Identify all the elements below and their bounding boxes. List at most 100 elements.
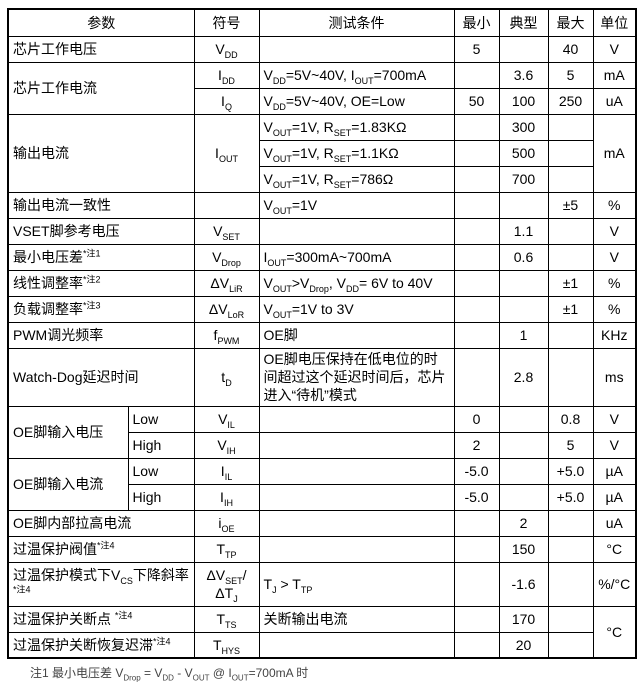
unit-cell: V bbox=[592, 405, 637, 433]
table-row: OE脚输入电压 Low VIL 0 0.8 V bbox=[7, 405, 637, 459]
min-cell: 50 bbox=[453, 87, 500, 115]
table-row: VSET脚参考电压 VSET 1.1 V bbox=[7, 217, 637, 245]
symbol-cell: IIH bbox=[193, 483, 260, 511]
param-cell: OE脚输入电流 bbox=[7, 457, 129, 511]
header-max: 最大 bbox=[547, 8, 594, 37]
symbol-cell: VDrop bbox=[193, 243, 260, 271]
symbol-cell: IOUT bbox=[193, 113, 260, 193]
symbol-cell: IIL bbox=[193, 457, 260, 485]
condition-cell bbox=[258, 535, 455, 563]
typ-cell bbox=[498, 431, 549, 459]
unit-cell: mA bbox=[592, 113, 637, 193]
condition-cell: VOUT=1V, RSET=786Ω bbox=[258, 165, 455, 193]
param-cell: 最小电压差*注1 bbox=[7, 243, 195, 271]
min-cell bbox=[453, 217, 500, 245]
min-cell bbox=[453, 561, 500, 607]
max-cell: 40 bbox=[547, 35, 594, 63]
header-param: 参数 bbox=[7, 8, 195, 37]
footnote-note1: 注1 最小电压差 VDrop = VDD - VOUT @ IOUT=700mA… bbox=[30, 666, 309, 682]
table-row: Watch-Dog延迟时间 tD OE脚电压保持在低电位的时间超过这个延迟时间后… bbox=[7, 347, 637, 407]
symbol-cell: VIL bbox=[193, 405, 260, 433]
typ-cell: 300 bbox=[498, 113, 549, 141]
unit-cell: µA bbox=[592, 457, 637, 485]
max-cell bbox=[547, 535, 594, 563]
unit-cell: µA bbox=[592, 483, 637, 511]
min-cell bbox=[453, 61, 500, 89]
condition-cell: VOUT=1V, RSET=1.1KΩ bbox=[258, 139, 455, 167]
max-cell: +5.0 bbox=[547, 483, 594, 511]
max-cell: 0.8 bbox=[547, 405, 594, 433]
min-cell bbox=[453, 243, 500, 271]
unit-cell: V bbox=[592, 35, 637, 63]
min-cell: 0 bbox=[453, 405, 500, 433]
unit-cell: % bbox=[592, 269, 637, 297]
param-cell: Watch-Dog延迟时间 bbox=[7, 347, 195, 407]
typ-cell: 1.1 bbox=[498, 217, 549, 245]
param-cell: 过温保护关断点 *注4 bbox=[7, 605, 195, 633]
condition-cell: OE脚 bbox=[258, 321, 455, 349]
condition-cell: 关断输出电流 bbox=[258, 605, 455, 633]
param-cell: OE脚内部拉高电流 bbox=[7, 509, 195, 537]
symbol-cell: ΔVLoR bbox=[193, 295, 260, 323]
typ-cell bbox=[498, 295, 549, 323]
param-cell: 芯片工作电压 bbox=[7, 35, 195, 63]
unit-cell: KHz bbox=[592, 321, 637, 349]
typ-cell: 20 bbox=[498, 631, 549, 659]
table-row: 最小电压差*注1 VDrop IOUT=300mA~700mA 0.6 V bbox=[7, 243, 637, 271]
max-cell: 5 bbox=[547, 431, 594, 459]
min-cell bbox=[453, 113, 500, 141]
typ-cell: 3.6 bbox=[498, 61, 549, 89]
min-cell bbox=[453, 269, 500, 297]
condition-cell bbox=[258, 431, 455, 459]
header-symbol: 符号 bbox=[193, 8, 260, 37]
header-unit: 单位 bbox=[592, 8, 637, 37]
condition-cell: VOUT=1V, RSET=1.83KΩ bbox=[258, 113, 455, 141]
condition-cell bbox=[258, 457, 455, 485]
table-row: OE脚输入电流 Low IIL -5.0 +5.0 µA bbox=[7, 457, 637, 511]
min-cell: -5.0 bbox=[453, 457, 500, 485]
symbol-cell: IQ bbox=[193, 87, 260, 115]
max-cell: +5.0 bbox=[547, 457, 594, 485]
symbol-cell: VSET bbox=[193, 217, 260, 245]
param-level-cell: Low bbox=[127, 457, 195, 485]
symbol-cell: TTP bbox=[193, 535, 260, 563]
condition-cell bbox=[258, 405, 455, 433]
symbol-cell: THYS bbox=[193, 631, 260, 659]
table-row: 过温保护关断点 *注4 TTS 关断输出电流 170 °C bbox=[7, 605, 637, 659]
min-cell: -5.0 bbox=[453, 483, 500, 511]
min-cell bbox=[453, 605, 500, 633]
max-cell bbox=[547, 631, 594, 659]
typ-cell bbox=[498, 191, 549, 219]
param-level-cell: Low bbox=[127, 405, 195, 433]
typ-cell: 100 bbox=[498, 87, 549, 115]
typ-cell bbox=[498, 457, 549, 485]
condition-cell bbox=[258, 483, 455, 511]
param-cell: OE脚输入电压 bbox=[7, 405, 129, 459]
param-cell: 线性调整率*注2 bbox=[7, 269, 195, 297]
min-cell bbox=[453, 139, 500, 167]
table-row: 负载调整率*注3 ΔVLoR VOUT=1V to 3V ±1 % bbox=[7, 295, 637, 323]
min-cell bbox=[453, 295, 500, 323]
table-row: 线性调整率*注2 ΔVLiR VOUT>VDrop, VDD= 6V to 40… bbox=[7, 269, 637, 297]
unit-cell: °C bbox=[592, 535, 637, 563]
typ-cell: 500 bbox=[498, 139, 549, 167]
unit-cell: % bbox=[592, 191, 637, 219]
param-level-cell: High bbox=[127, 483, 195, 511]
max-cell bbox=[547, 165, 594, 193]
symbol-cell: fPWM bbox=[193, 321, 260, 349]
symbol-cell bbox=[193, 191, 260, 219]
symbol-cell: IDD bbox=[193, 61, 260, 89]
typ-cell: 2 bbox=[498, 509, 549, 537]
condition-cell: VOUT=1V bbox=[258, 191, 455, 219]
condition-cell: VOUT>VDrop, VDD= 6V to 40V bbox=[258, 269, 455, 297]
unit-cell: % bbox=[592, 295, 637, 323]
typ-cell: 170 bbox=[498, 605, 549, 633]
max-cell: ±1 bbox=[547, 295, 594, 323]
unit-cell: °C bbox=[592, 605, 637, 659]
typ-cell bbox=[498, 483, 549, 511]
symbol-cell: ΔVLiR bbox=[193, 269, 260, 297]
typ-cell: 0.6 bbox=[498, 243, 549, 271]
header-condition: 测试条件 bbox=[258, 8, 455, 37]
min-cell: 2 bbox=[453, 431, 500, 459]
max-cell bbox=[547, 509, 594, 537]
